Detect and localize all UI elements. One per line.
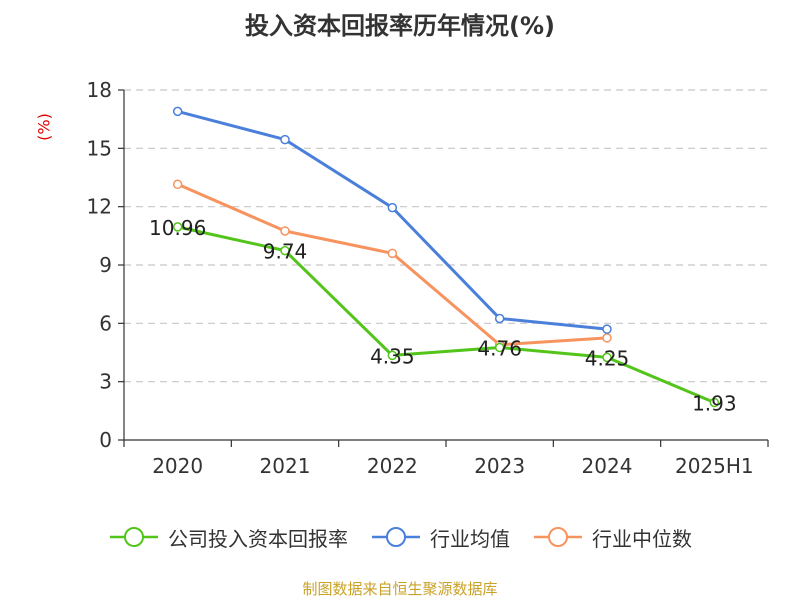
y-tick-label: 0 xyxy=(99,428,112,452)
x-tick-label: 2023 xyxy=(474,454,525,478)
legend-swatch-marker xyxy=(548,527,568,547)
series-points xyxy=(172,106,720,408)
legend-item: 行业均值 xyxy=(370,523,510,552)
data-point xyxy=(280,226,290,236)
legend-label: 行业中位数 xyxy=(592,526,692,551)
axes: 0 3 6 9 12 15 18 2020 2021 2022 2023 2024 2025H1 xyxy=(87,78,769,478)
x-tick-label: 2025H1 xyxy=(675,454,754,478)
series-line xyxy=(177,109,608,331)
series-lines xyxy=(177,109,715,404)
legend: 公司投入资本回报率 行业均值 行业中位数 xyxy=(0,522,800,552)
data-label: 10.96 xyxy=(149,216,206,240)
data-point xyxy=(494,342,505,353)
legend-label: 行业均值 xyxy=(430,526,510,551)
data-point xyxy=(280,245,290,256)
data-label: 4.25 xyxy=(585,346,630,370)
legend-item: 公司投入资本回报率 xyxy=(108,523,348,552)
chart-title: 投入资本回报率历年情况(%) xyxy=(245,12,555,40)
data-point xyxy=(172,179,183,190)
data-labels: 10.96 9.74 4.35 4.76 4.25 1.93 xyxy=(149,216,737,416)
x-tick-label: 2022 xyxy=(367,454,418,478)
legend-item: 行业中位数 xyxy=(532,523,692,552)
y-tick-label: 15 xyxy=(87,136,112,160)
data-point xyxy=(387,202,398,213)
data-label: 4.35 xyxy=(370,344,415,368)
x-tick-label: 2021 xyxy=(260,454,311,478)
series-line xyxy=(177,225,715,404)
legend-swatch-icon xyxy=(372,527,420,547)
data-point xyxy=(172,106,183,117)
x-tick-label: 2020 xyxy=(152,454,203,478)
y-tick-label: 6 xyxy=(99,311,112,335)
data-label: 9.74 xyxy=(263,240,308,264)
data-point xyxy=(602,352,612,363)
source-note: 制图数据来自恒生聚源数据库 xyxy=(302,580,498,598)
legend-swatch-marker xyxy=(386,527,406,547)
y-tick-label: 3 xyxy=(99,370,112,394)
legend-swatch-marker xyxy=(124,527,144,547)
data-label: 1.93 xyxy=(692,391,737,415)
y-tick-label: 12 xyxy=(87,195,112,219)
legend-swatch-icon xyxy=(110,527,158,547)
data-label: 4.76 xyxy=(477,336,522,360)
data-point xyxy=(280,134,290,145)
x-tick-label: 2024 xyxy=(582,454,633,478)
y-tick-label: 18 xyxy=(87,78,112,102)
data-point xyxy=(602,324,612,334)
data-point xyxy=(709,397,720,408)
data-point xyxy=(172,222,183,232)
y-tick-label: 9 xyxy=(99,253,112,277)
data-point xyxy=(387,350,398,361)
data-point xyxy=(494,313,505,324)
data-point xyxy=(602,333,612,343)
legend-swatch-icon xyxy=(534,527,582,547)
data-point xyxy=(387,248,398,259)
legend-label: 公司投入资本回报率 xyxy=(168,526,348,551)
